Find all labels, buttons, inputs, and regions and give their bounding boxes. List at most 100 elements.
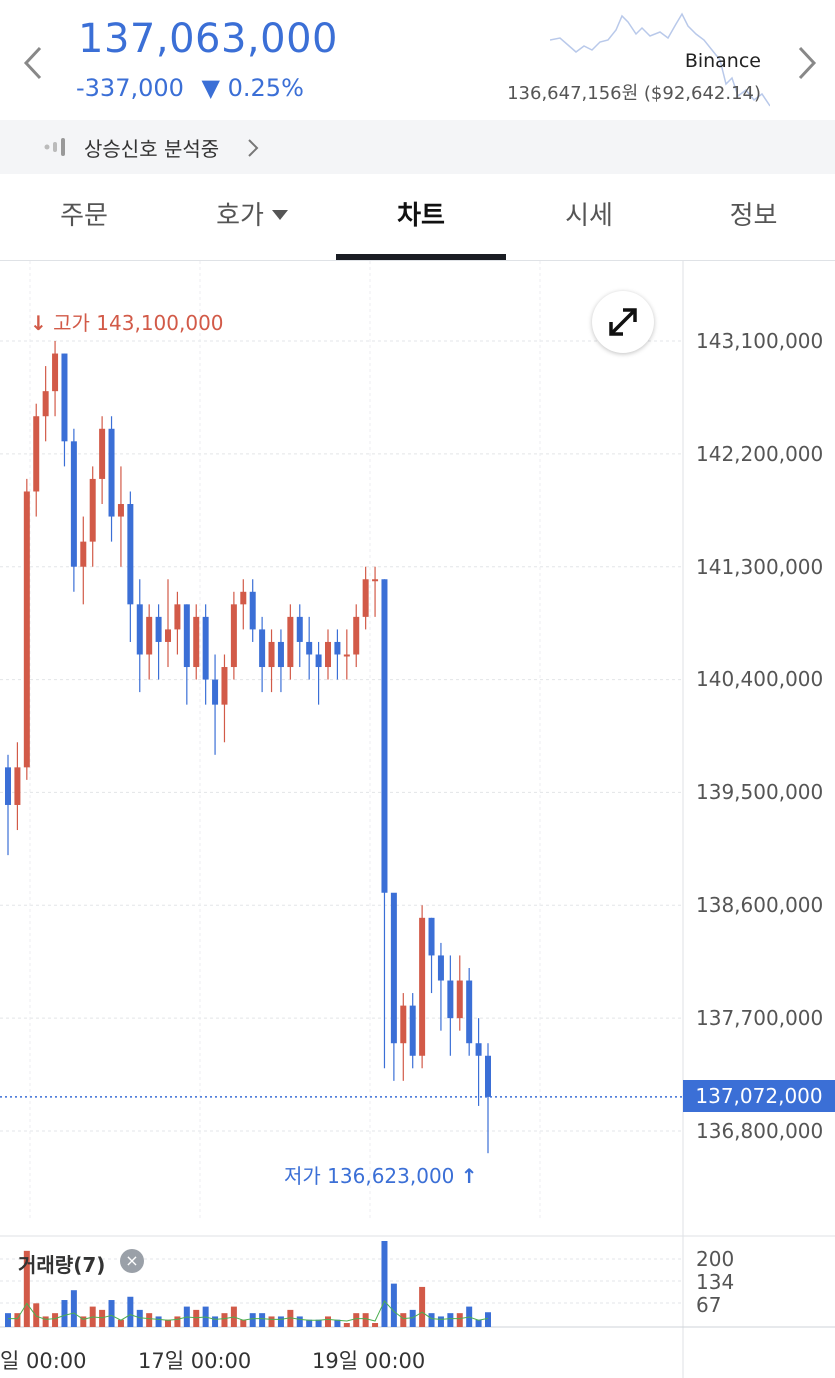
candle-body	[353, 616, 360, 655]
candle-body	[52, 353, 59, 392]
volume-bar	[409, 1309, 416, 1327]
y-tick: 143,100,000	[696, 329, 824, 353]
volume-ma-line	[8, 1300, 489, 1322]
candle-body	[259, 629, 266, 668]
y-tick: 140,400,000	[696, 667, 824, 691]
volume-bar	[296, 1316, 303, 1327]
chevron-right-icon	[248, 139, 259, 157]
chevron-right-icon[interactable]	[792, 38, 822, 88]
price-change: -337,000 ▼ 0.25%	[76, 74, 314, 102]
tab-order[interactable]: 주문	[60, 201, 108, 231]
tab-info[interactable]: 정보	[729, 201, 778, 231]
volume-bar	[117, 1319, 124, 1327]
volume-bar	[23, 1250, 30, 1327]
volume-tick: 134	[696, 1270, 735, 1294]
candle-body	[89, 478, 96, 542]
tab-orderbook[interactable]: 호가	[168, 174, 336, 260]
volume-bar	[14, 1313, 21, 1327]
candle-body	[287, 616, 294, 668]
volume-bar	[99, 1309, 106, 1327]
candle-body	[230, 604, 237, 668]
candle-body	[249, 591, 256, 630]
candle-body	[127, 504, 134, 605]
volume-bar	[52, 1313, 59, 1327]
candle-body	[99, 428, 106, 479]
candle-body	[193, 616, 200, 668]
close-icon[interactable]: ×	[120, 1249, 144, 1273]
candle-body	[381, 579, 388, 893]
candle-body	[466, 980, 473, 1044]
candle-body	[23, 491, 30, 768]
candle-body	[221, 667, 228, 705]
volume-bar	[221, 1313, 228, 1327]
x-tick: 17일 00:00	[138, 1349, 252, 1373]
volume-bar	[108, 1300, 115, 1327]
candle-body	[155, 616, 162, 642]
y-tick: 136,800,000	[696, 1119, 824, 1143]
candle-body	[456, 980, 463, 1019]
candle-body	[117, 504, 124, 517]
current-price-tag: 137,072,000	[683, 1080, 835, 1112]
volume-bar	[268, 1316, 275, 1327]
candlestick-chart[interactable]	[0, 261, 835, 1378]
expand-button[interactable]	[592, 291, 654, 353]
volume-bar	[155, 1316, 162, 1327]
candle-body	[202, 616, 209, 680]
active-tab-indicator	[336, 254, 506, 260]
volume-bar	[61, 1300, 68, 1327]
chevron-left-icon[interactable]	[18, 38, 48, 88]
candle-body	[33, 416, 40, 492]
candle-body	[70, 441, 77, 567]
change-rate: ▼ 0.25%	[201, 74, 304, 102]
change-amount: -337,000	[76, 74, 184, 102]
volume-bar	[353, 1313, 360, 1327]
tab-chart[interactable]: 차트	[397, 201, 445, 231]
volume-bar	[193, 1309, 200, 1327]
candle-body	[428, 917, 435, 956]
candle-body	[372, 579, 379, 582]
candle-body	[306, 641, 313, 655]
volume-bar	[475, 1319, 482, 1327]
sparkline-chart	[550, 12, 770, 107]
tab-market-price[interactable]: 시세	[565, 201, 613, 231]
volume-bar	[428, 1313, 435, 1327]
volume-bar	[146, 1313, 153, 1327]
candle-body	[277, 641, 284, 668]
candle-body	[325, 641, 331, 668]
volume-tick: 67	[696, 1293, 722, 1317]
volume-bar	[343, 1323, 350, 1327]
reference-price: 136,647,156원 ($92,642.14)	[507, 83, 761, 104]
candle-body	[447, 980, 454, 1019]
volume-bar	[249, 1313, 256, 1327]
y-tick: 142,200,000	[696, 442, 824, 466]
candle-body	[400, 1005, 407, 1044]
high-price-label: ↓ 고가 143,100,000	[30, 311, 224, 335]
volume-bar	[127, 1296, 134, 1327]
candle-body	[240, 591, 247, 605]
candle-body	[146, 616, 153, 655]
volume-bar	[136, 1309, 143, 1327]
volume-bar	[372, 1323, 379, 1327]
y-tick: 138,600,000	[696, 893, 824, 917]
volume-bar	[259, 1313, 266, 1327]
volume-bar	[165, 1319, 171, 1327]
volume-bar	[277, 1316, 284, 1327]
volume-title: 거래량(7)	[18, 1253, 106, 1277]
candle-body	[136, 604, 143, 655]
y-tick: 137,700,000	[696, 1006, 824, 1030]
volume-bar	[5, 1313, 11, 1327]
volume-bar	[70, 1290, 77, 1327]
arrow-up-icon: ↑	[460, 1164, 478, 1188]
price-chart[interactable]: ↓ 고가 143,100,000 저가 136,623,000 ↑ 143,10…	[0, 261, 835, 1378]
volume-bar	[33, 1303, 40, 1327]
volume-bar	[315, 1319, 322, 1327]
volume-bar	[419, 1286, 426, 1327]
volume-bar	[362, 1313, 369, 1327]
candle-body	[14, 767, 21, 805]
volume-bar	[485, 1312, 491, 1327]
volume-bar	[240, 1319, 247, 1327]
signal-banner[interactable]: 상승신호 분석중	[0, 120, 835, 174]
volume-tick: 200	[696, 1247, 735, 1271]
candle-body	[343, 654, 350, 657]
candle-body	[212, 679, 219, 705]
